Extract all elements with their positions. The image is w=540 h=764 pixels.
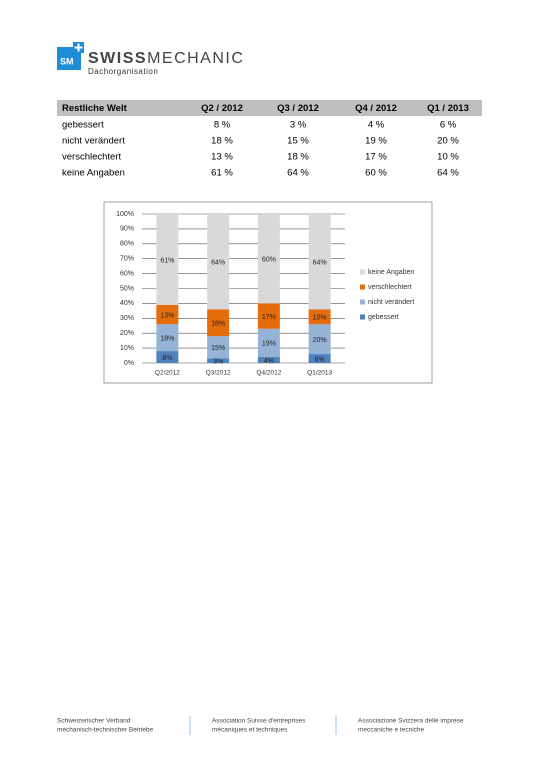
- y-tick-label: 40%: [120, 300, 134, 307]
- bar-segment: [257, 303, 280, 329]
- table: Restliche Welt Q2 / 2012 Q3 / 2012 Q4 / 201…: [62, 103, 469, 179]
- table-cell: 20 %: [437, 136, 459, 147]
- data-label: 61%: [160, 257, 174, 264]
- x-tick-label: Q2/2012: [155, 370, 180, 377]
- y-tick-label: 20%: [120, 330, 134, 337]
- bar-segment: [308, 354, 331, 363]
- table-cell: 4 %: [368, 120, 385, 131]
- bar-segment: [207, 336, 230, 359]
- table-header-cell: Q1 / 2013: [427, 103, 469, 114]
- data-label: 60%: [262, 257, 276, 264]
- table-header-cell: Q3 / 2012: [277, 103, 319, 114]
- data-label: 17%: [262, 314, 276, 321]
- data-label: 20%: [313, 337, 327, 344]
- table-cell: keine Angaben: [62, 168, 125, 179]
- table-header-cell: Q2 / 2012: [201, 103, 243, 114]
- y-tick-label: 60%: [120, 270, 134, 277]
- footer-text: Associazione Svizzera delle imprese: [358, 718, 464, 725]
- data-label: 8%: [162, 355, 172, 362]
- y-tick-label: 90%: [120, 226, 134, 233]
- table-header-cell: Q4 / 2012: [355, 103, 397, 114]
- y-tick-label: 0%: [124, 360, 134, 367]
- legend-label: gebessert: [368, 314, 399, 321]
- bar-segment: [207, 309, 230, 337]
- legend-swatch: [360, 284, 365, 290]
- table-cell: 3 %: [290, 120, 307, 131]
- data-label: 18%: [211, 321, 225, 328]
- table-cell: 13 %: [211, 152, 233, 163]
- table-cell: nicht verändert: [62, 136, 125, 147]
- x-tick-label: Q3/2012: [206, 370, 231, 377]
- table-cell: 60 %: [365, 168, 387, 179]
- bar-segment: [257, 214, 280, 304]
- table-cell: 61 %: [211, 168, 233, 179]
- logo-plus: [74, 43, 83, 52]
- bar-segment: [156, 351, 179, 363]
- footer-text: Schweizerischer Verband: [57, 718, 131, 725]
- table-header-bg: [57, 100, 482, 116]
- bar-segment: [156, 304, 179, 325]
- footer: Schweizerischer Verband mechanisch-techni…: [57, 718, 464, 734]
- bar-segment: [207, 214, 230, 310]
- y-tick-label: 10%: [120, 345, 134, 352]
- table-cell: 19 %: [365, 136, 387, 147]
- table-cell: 64 %: [437, 168, 459, 179]
- table-cell: 18 %: [211, 136, 233, 147]
- chart: 0% 10% 20% 30% 40% 50% 60% 70% 80% 90% 100% 8% 18% 13…: [116, 211, 414, 377]
- table-header-cell: Restliche Welt: [62, 103, 128, 114]
- subtitle: Dachorganisation: [88, 67, 158, 76]
- data-label: 3%: [213, 359, 223, 366]
- legend-swatch: [360, 299, 365, 305]
- brand: SWISSMECHANIC: [88, 50, 244, 67]
- data-label: 64%: [211, 260, 225, 267]
- footer-text: mécaniques et techniques: [212, 727, 288, 734]
- data-label: 19%: [262, 341, 276, 348]
- table-cell: 10 %: [437, 152, 459, 163]
- table-cell: verschlechtert: [62, 152, 121, 163]
- bar-segment: [156, 324, 179, 352]
- y-tick-label: 70%: [120, 256, 134, 263]
- y-tick-label: 80%: [120, 241, 134, 248]
- logo-mark: SM: [60, 56, 74, 66]
- legend-label: verschlechtert: [368, 284, 412, 291]
- legend-swatch: [360, 314, 365, 320]
- table-cell: 18 %: [287, 152, 309, 163]
- table-cell: 17 %: [365, 152, 387, 163]
- legend-swatch: [360, 269, 365, 275]
- table-cell: gebessert: [62, 120, 104, 131]
- data-label: 10%: [313, 315, 327, 322]
- bar-segment: [308, 309, 331, 325]
- legend-label: keine Angaben: [368, 269, 414, 276]
- table-cell: 15 %: [287, 136, 309, 147]
- bar-segment: [308, 214, 331, 310]
- y-tick-label: 100%: [116, 211, 134, 218]
- brand-2: MECHANIC: [147, 50, 244, 67]
- data-label: 13%: [160, 312, 174, 319]
- legend-label: nicht verändert: [368, 299, 414, 306]
- y-tick-label: 30%: [120, 315, 134, 322]
- footer-text: Association Suisse d'entreprises: [212, 718, 306, 725]
- x-tick-label: Q4/2012: [256, 370, 281, 377]
- data-label: 6%: [315, 356, 325, 363]
- table-cell: 8 %: [214, 120, 231, 131]
- table-cell: 64 %: [287, 168, 309, 179]
- y-tick-label: 50%: [120, 285, 134, 292]
- data-label: 18%: [160, 336, 174, 343]
- bar-segment: [308, 324, 331, 355]
- bar-segment: [257, 357, 280, 363]
- x-tick-label: Q1/2013: [307, 370, 332, 377]
- footer-text: meccaniche e tecniche: [358, 727, 425, 734]
- bar-segment: [156, 214, 179, 305]
- bar-segment: [207, 358, 230, 363]
- table-cell: 6 %: [440, 120, 457, 131]
- footer-text: mechanisch-technischer Betriebe: [57, 727, 153, 734]
- brand-1: SWISS: [88, 50, 147, 67]
- data-label: 15%: [211, 345, 225, 352]
- bar-segment: [257, 328, 280, 358]
- data-label: 4%: [264, 358, 274, 365]
- data-label: 64%: [313, 260, 327, 267]
